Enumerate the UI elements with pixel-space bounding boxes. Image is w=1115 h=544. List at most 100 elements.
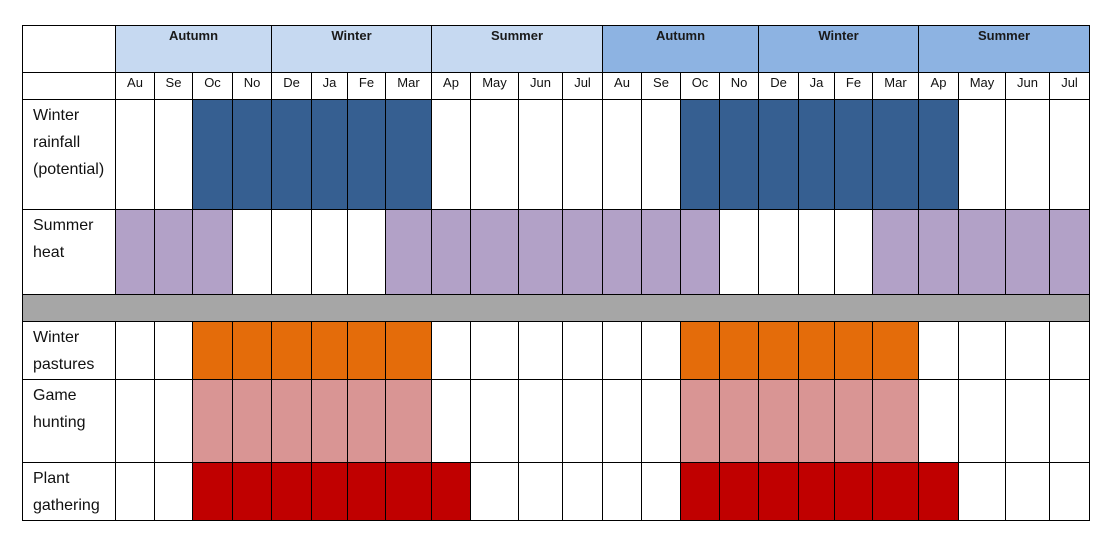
month-header-cell: Fe <box>348 73 386 100</box>
filled-cell-rainfall <box>272 100 312 210</box>
filled-cell-rainfall <box>720 100 759 210</box>
season-label: Summer <box>490 28 544 43</box>
empty-cell <box>519 322 563 380</box>
filled-cell-pastures <box>272 322 312 380</box>
empty-cell <box>272 210 312 295</box>
season-label: Winter <box>818 28 859 43</box>
filled-cell-heat <box>919 210 959 295</box>
empty-cell <box>432 380 471 463</box>
filled-cell-hunting <box>873 380 919 463</box>
empty-cell <box>471 380 519 463</box>
empty-cell <box>563 100 603 210</box>
filled-cell-gathering <box>919 463 959 521</box>
month-header-cell: Ja <box>312 73 348 100</box>
month-label: Ap <box>443 75 459 90</box>
filled-cell-rainfall <box>873 100 919 210</box>
filled-cell-gathering <box>873 463 919 521</box>
empty-cell <box>603 322 642 380</box>
empty-cell <box>759 210 799 295</box>
month-header-cell: Se <box>155 73 193 100</box>
month-header-cell: De <box>272 73 312 100</box>
filled-cell-pastures <box>720 322 759 380</box>
month-label: Oc <box>691 75 709 90</box>
empty-cell <box>1050 463 1090 521</box>
month-header-cell: Au <box>116 73 155 100</box>
filled-cell-heat <box>519 210 563 295</box>
empty-cell <box>603 380 642 463</box>
season-label: Autumn <box>168 28 219 43</box>
row-label-cell: Winter pastures <box>22 322 116 380</box>
row-label-cell: Plant gathering <box>22 463 116 521</box>
filled-cell-heat <box>471 210 519 295</box>
filled-cell-heat <box>193 210 233 295</box>
filled-cell-hunting <box>386 380 432 463</box>
filled-cell-gathering <box>312 463 348 521</box>
filled-cell-pastures <box>233 322 272 380</box>
month-label: No <box>730 75 748 90</box>
empty-cell <box>642 100 681 210</box>
season-header-cell: Summer <box>919 25 1090 73</box>
month-label: Oc <box>204 75 221 90</box>
empty-cell <box>603 463 642 521</box>
filled-cell-hunting <box>233 380 272 463</box>
filled-cell-heat <box>603 210 642 295</box>
empty-cell <box>642 322 681 380</box>
filled-cell-pastures <box>799 322 835 380</box>
filled-cell-hunting <box>835 380 873 463</box>
seasonal-activity-table: Autumn Winter Summer Autumn Winter Summer Au Se… <box>22 25 1090 521</box>
header-corner-cell <box>22 73 116 100</box>
filled-cell-heat <box>155 210 193 295</box>
filled-cell-heat <box>959 210 1006 295</box>
empty-cell <box>348 210 386 295</box>
month-header-cell: Se <box>642 73 681 100</box>
filled-cell-pastures <box>681 322 720 380</box>
month-header-cell: Ap <box>919 73 959 100</box>
filled-cell-gathering <box>233 463 272 521</box>
filled-cell-rainfall <box>386 100 432 210</box>
row-label-hunting: Game hunting <box>33 387 86 431</box>
row-label-gathering: Plant gathering <box>33 470 100 514</box>
filled-cell-rainfall <box>193 100 233 210</box>
empty-cell <box>155 380 193 463</box>
filled-cell-pastures <box>348 322 386 380</box>
season-header-cell: Autumn <box>603 25 759 73</box>
month-header-cell: May <box>471 73 519 100</box>
row-label-heat: Summer heat <box>33 217 94 261</box>
filled-cell-gathering <box>759 463 799 521</box>
month-header-cell: Mar <box>873 73 919 100</box>
month-label: Fe <box>358 75 375 90</box>
empty-cell <box>919 322 959 380</box>
separator-row <box>22 295 1090 322</box>
filled-cell-pastures <box>312 322 348 380</box>
filled-cell-rainfall <box>233 100 272 210</box>
empty-cell <box>919 380 959 463</box>
month-header-cell: Jul <box>1050 73 1090 100</box>
empty-cell <box>519 100 563 210</box>
month-header-cell: Jun <box>1006 73 1050 100</box>
month-header-cell: Au <box>603 73 642 100</box>
empty-cell <box>471 100 519 210</box>
empty-cell <box>155 322 193 380</box>
filled-cell-hunting <box>312 380 348 463</box>
empty-cell <box>116 463 155 521</box>
month-header-cell: May <box>959 73 1006 100</box>
empty-cell <box>432 100 471 210</box>
filled-cell-pastures <box>759 322 799 380</box>
season-header-cell: Winter <box>272 25 432 73</box>
filled-cell-gathering <box>799 463 835 521</box>
filled-cell-rainfall <box>759 100 799 210</box>
empty-cell <box>116 322 155 380</box>
filled-cell-pastures <box>835 322 873 380</box>
empty-cell <box>959 463 1006 521</box>
empty-cell <box>563 463 603 521</box>
month-label: Se <box>653 75 669 90</box>
season-label: Autumn <box>655 28 706 43</box>
filled-cell-heat <box>1006 210 1050 295</box>
filled-cell-hunting <box>720 380 759 463</box>
row-label-rainfall: Winter rainfall (potential) <box>33 107 105 178</box>
row-label-pastures: Winter pastures <box>33 329 95 373</box>
filled-cell-heat <box>873 210 919 295</box>
month-label: Ja <box>322 75 337 90</box>
filled-cell-heat <box>432 210 471 295</box>
filled-cell-pastures <box>873 322 919 380</box>
